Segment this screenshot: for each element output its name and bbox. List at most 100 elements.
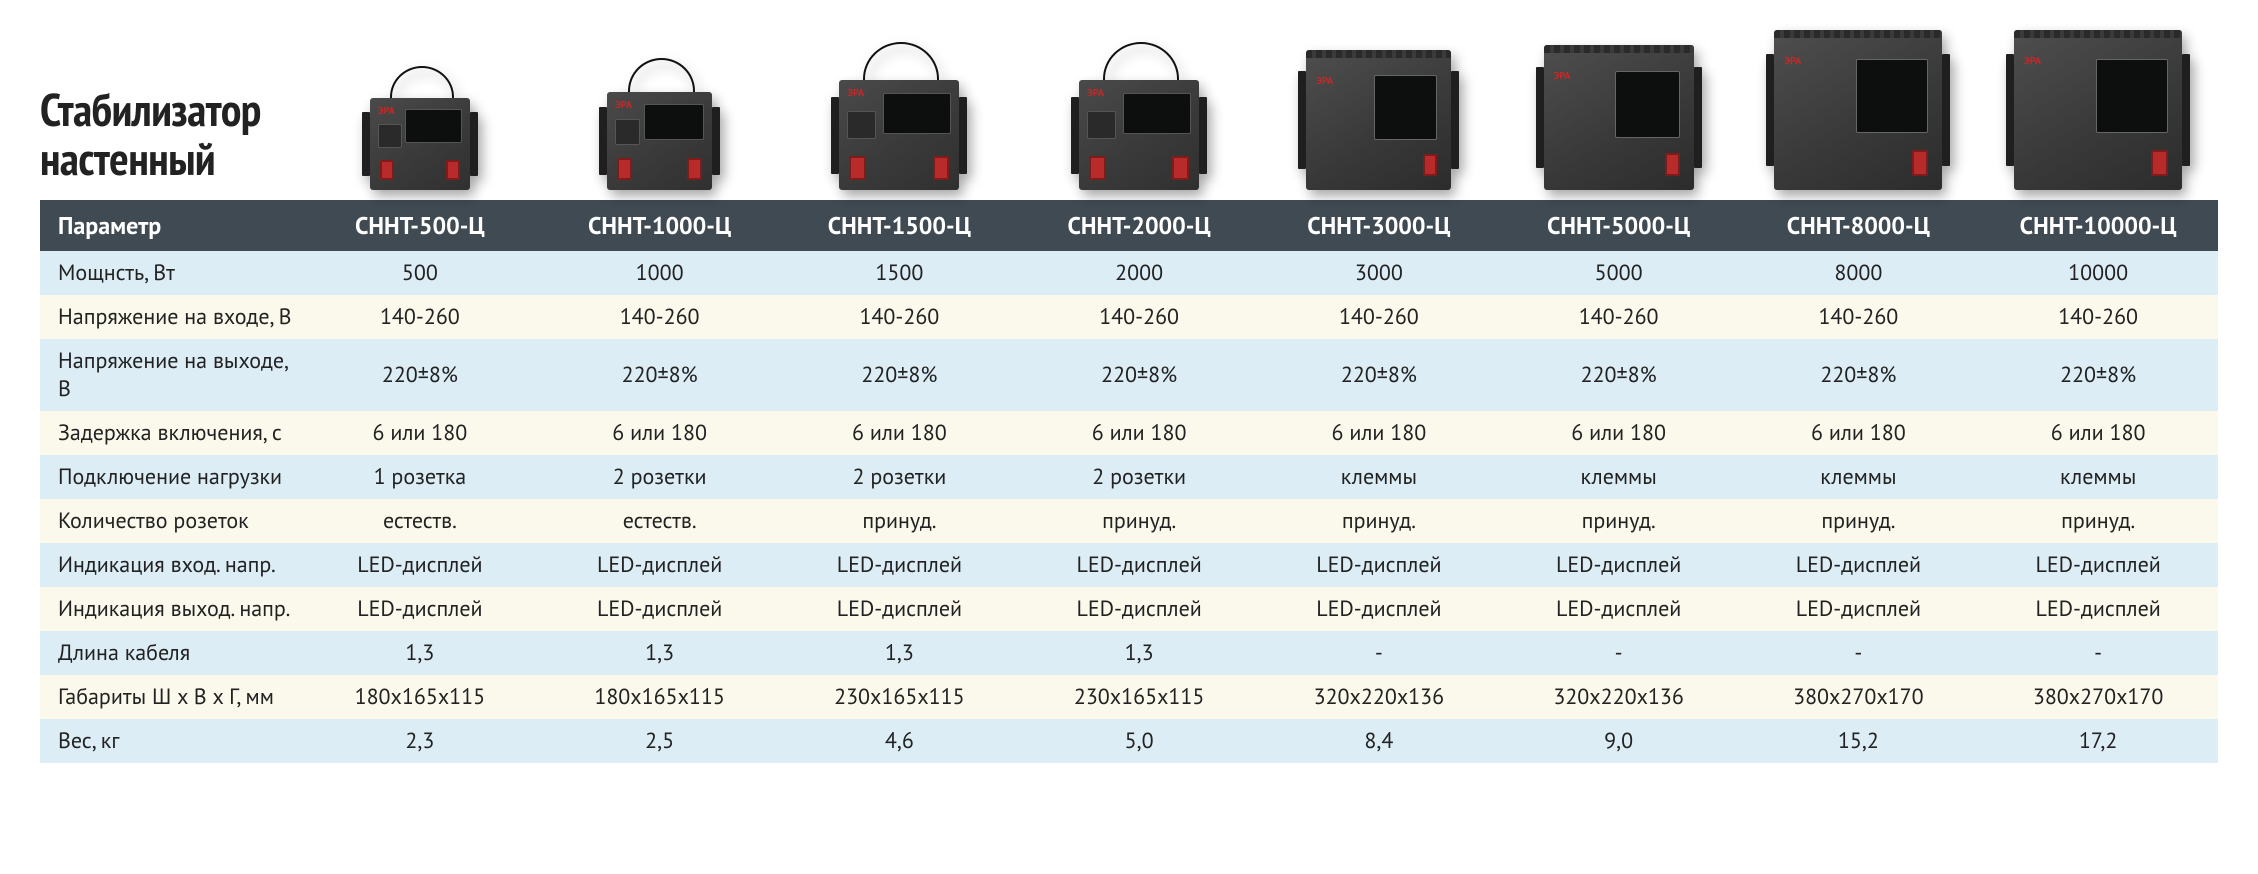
header-model: СННТ-3000-Ц xyxy=(1259,200,1499,251)
cell-value: естеств. xyxy=(540,499,780,543)
cell-value: 1500 xyxy=(780,251,1020,295)
device-icon: ЭРА xyxy=(1544,45,1694,190)
cell-value: клеммы xyxy=(1978,455,2218,499)
device-icon: ЭРА xyxy=(607,92,712,190)
param-label: Вес, кг xyxy=(40,719,300,763)
cell-value: 140-260 xyxy=(780,295,1020,339)
device-icon: ЭРА xyxy=(839,80,959,190)
cell-value: клеммы xyxy=(1259,455,1499,499)
cell-value: 1,3 xyxy=(300,631,540,675)
cell-value: 180х165х115 xyxy=(300,675,540,719)
product-image: ЭРА xyxy=(1019,20,1259,190)
param-label: Задержка включения, с xyxy=(40,411,300,455)
cell-value: 6 или 180 xyxy=(1739,411,1979,455)
cell-value: LED-дисплей xyxy=(1499,587,1739,631)
cell-value: клеммы xyxy=(1499,455,1739,499)
cell-value: LED-дисплей xyxy=(1739,587,1979,631)
cell-value: LED-дисплей xyxy=(300,543,540,587)
cell-value: LED-дисплей xyxy=(780,587,1020,631)
table-row: Напряжение на выходе, В220±8%220±8%220±8… xyxy=(40,339,2218,411)
table-row: Индикация вход. напр.LED-дисплейLED-дисп… xyxy=(40,543,2218,587)
cell-value: 220±8% xyxy=(1499,339,1739,411)
cell-value: 6 или 180 xyxy=(1978,411,2218,455)
cell-value: естеств. xyxy=(300,499,540,543)
cell-value: 230х165х115 xyxy=(1019,675,1259,719)
cell-value: 2,3 xyxy=(300,719,540,763)
param-label: Индикация выход. напр. xyxy=(40,587,300,631)
cell-value: 1000 xyxy=(540,251,780,295)
cell-value: LED-дисплей xyxy=(1019,543,1259,587)
cell-value: принуд. xyxy=(1499,499,1739,543)
cell-value: 15,2 xyxy=(1739,719,1979,763)
cell-value: 140-260 xyxy=(1499,295,1739,339)
header-model: СННТ-10000-Ц xyxy=(1978,200,2218,251)
cell-value: 17,2 xyxy=(1978,719,2218,763)
cell-value: LED-дисплей xyxy=(540,543,780,587)
cell-value: 2 розетки xyxy=(540,455,780,499)
cell-value: 220±8% xyxy=(1978,339,2218,411)
cell-value: LED-дисплей xyxy=(1259,543,1499,587)
device-icon: ЭРА xyxy=(2014,30,2182,190)
cell-value: LED-дисплей xyxy=(1739,543,1979,587)
product-image: ЭРА xyxy=(780,20,1020,190)
cell-value: - xyxy=(1739,631,1979,675)
table-row: Вес, кг2,32,54,65,08,49,015,217,2 xyxy=(40,719,2218,763)
product-image: ЭРА xyxy=(1499,20,1739,190)
page-title: Стабилизатор настенный xyxy=(40,85,300,190)
cell-value: 220±8% xyxy=(540,339,780,411)
cell-value: 6 или 180 xyxy=(780,411,1020,455)
cell-value: принуд. xyxy=(780,499,1020,543)
cell-value: - xyxy=(1499,631,1739,675)
cell-value: 140-260 xyxy=(1739,295,1979,339)
table-header-row: Параметр СННТ-500-Ц СННТ-1000-Ц СННТ-150… xyxy=(40,200,2218,251)
device-icon: ЭРА xyxy=(370,98,470,190)
cell-value: 8000 xyxy=(1739,251,1979,295)
cell-value: 6 или 180 xyxy=(1019,411,1259,455)
cell-value: 180х165х115 xyxy=(540,675,780,719)
cell-value: - xyxy=(1978,631,2218,675)
product-image: ЭРА xyxy=(300,20,540,190)
cell-value: 2000 xyxy=(1019,251,1259,295)
header-param: Параметр xyxy=(40,200,300,251)
param-label: Количество розеток xyxy=(40,499,300,543)
cell-value: LED-дисплей xyxy=(1259,587,1499,631)
cell-value: 380х270х170 xyxy=(1739,675,1979,719)
cell-value: 140-260 xyxy=(300,295,540,339)
cell-value: клеммы xyxy=(1739,455,1979,499)
cell-value: LED-дисплей xyxy=(1978,587,2218,631)
cell-value: 1,3 xyxy=(780,631,1020,675)
cell-value: 5000 xyxy=(1499,251,1739,295)
table-row: Задержка включения, с6 или 1806 или 1806… xyxy=(40,411,2218,455)
cell-value: 10000 xyxy=(1978,251,2218,295)
device-icon: ЭРА xyxy=(1774,30,1942,190)
cell-value: принуд. xyxy=(1019,499,1259,543)
header-model: СННТ-500-Ц xyxy=(300,200,540,251)
cell-value: 9,0 xyxy=(1499,719,1739,763)
header-model: СННТ-1500-Ц xyxy=(780,200,1020,251)
spec-table: Параметр СННТ-500-Ц СННТ-1000-Ц СННТ-150… xyxy=(40,200,2218,763)
cell-value: 380х270х170 xyxy=(1978,675,2218,719)
table-row: Длина кабеля1,31,31,31,3---- xyxy=(40,631,2218,675)
table-row: Количество розетокестеств.естеств.принуд… xyxy=(40,499,2218,543)
cell-value: 140-260 xyxy=(1019,295,1259,339)
param-label: Индикация вход. напр. xyxy=(40,543,300,587)
cell-value: 6 или 180 xyxy=(1499,411,1739,455)
cell-value: 1,3 xyxy=(1019,631,1259,675)
cell-value: 4,6 xyxy=(780,719,1020,763)
cell-value: LED-дисплей xyxy=(1978,543,2218,587)
param-label: Габариты Ш х В х Г, мм xyxy=(40,675,300,719)
cell-value: LED-дисплей xyxy=(540,587,780,631)
cell-value: принуд. xyxy=(1978,499,2218,543)
cell-value: 2 розетки xyxy=(780,455,1020,499)
cell-value: 220±8% xyxy=(300,339,540,411)
param-label: Длина кабеля xyxy=(40,631,300,675)
cell-value: - xyxy=(1259,631,1499,675)
cell-value: LED-дисплей xyxy=(1019,587,1259,631)
cell-value: 500 xyxy=(300,251,540,295)
param-label: Напряжение на входе, В xyxy=(40,295,300,339)
header-model: СННТ-1000-Ц xyxy=(540,200,780,251)
cell-value: 2,5 xyxy=(540,719,780,763)
cell-value: 5,0 xyxy=(1019,719,1259,763)
cell-value: 8,4 xyxy=(1259,719,1499,763)
param-label: Напряжение на выходе, В xyxy=(40,339,300,411)
